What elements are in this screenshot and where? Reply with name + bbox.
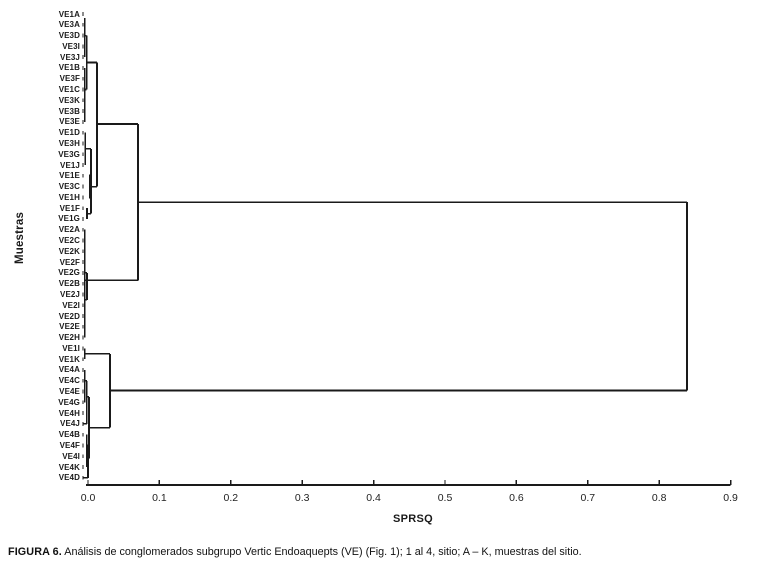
x-tick-label: 0.1 [152, 492, 167, 504]
leaf-label: VE3I [62, 41, 80, 51]
leaf-label: VE4K [58, 462, 80, 472]
leaf-label: VE1A [58, 9, 80, 19]
caption-text: Análisis de conglomerados subgrupo Verti… [61, 546, 582, 558]
leaf-label: VE4G [58, 397, 80, 407]
leaf-label: VE4J [60, 419, 80, 429]
leaf-label: VE1H [58, 192, 80, 202]
leaf-label: VE1B [58, 63, 80, 73]
x-tick-label: 0.0 [80, 492, 96, 504]
dendrogram-plot [82, 12, 732, 486]
leaf-label: VE4H [58, 408, 80, 418]
leaf-label: VE1K [58, 354, 80, 364]
leaf-label: VE2J [60, 289, 80, 299]
leaf-label: VE3B [58, 106, 80, 116]
leaf-label: VE4C [58, 376, 80, 386]
leaf-label: VE2B [58, 279, 80, 289]
leaf-label: VE2I [62, 300, 80, 310]
leaf-label: VE1D [58, 128, 80, 138]
leaf-label: VE1I [62, 343, 80, 353]
leaf-label: VE2H [58, 333, 80, 343]
x-tick-label: 0.3 [294, 492, 310, 504]
leaf-label: VE4D [58, 473, 80, 483]
leaf-label: VE4A [58, 365, 80, 375]
leaf-label: VE2K [58, 246, 80, 256]
leaf-label: VE2E [59, 322, 80, 332]
x-tick-label: 0.2 [223, 492, 239, 504]
leaf-label: VE3J [60, 52, 80, 62]
leaf-label: VE3F [59, 74, 80, 84]
leaf-label: VE3E [59, 117, 80, 127]
leaf-label: VE2C [58, 236, 80, 246]
leaf-label: VE3A [58, 20, 80, 30]
leaf-label: VE1G [58, 214, 80, 224]
x-tick-label: 0.8 [651, 492, 667, 504]
x-tick-label: 0.6 [509, 492, 524, 504]
leaf-label: VE3H [58, 138, 80, 148]
x-axis-title: SPRSQ [392, 513, 433, 525]
x-tick-label: 0.7 [580, 492, 596, 504]
leaf-label: VE1J [60, 160, 80, 170]
caption-label: FIGURA 6. [8, 546, 62, 558]
leaf-label: VE2F [59, 257, 80, 267]
x-tick-label: 0.9 [723, 492, 738, 504]
leaf-label: VE2G [58, 268, 80, 278]
leaf-label: VE3C [58, 182, 80, 192]
leaf-label: VE4F [59, 440, 80, 450]
leaf-label: VE3G [58, 149, 80, 159]
leaf-label: VE3K [58, 95, 80, 105]
x-tick-label: 0.4 [366, 492, 381, 504]
figure-caption: FIGURA 6. Análisis de conglomerados subg… [8, 546, 758, 558]
leaf-label: VE4B [58, 430, 80, 440]
leaf-label: VE4I [62, 451, 80, 461]
leaf-label: VE4E [59, 387, 80, 397]
leaf-label: VE1F [59, 203, 80, 213]
x-tick-label: 0.5 [437, 492, 453, 504]
leaf-label-column: VE1A VE3A VE3D VE3I VE3J VE1B VE3F VE1C VE3K VE3B… [0, 0, 80, 500]
leaf-label: VE2A [58, 225, 80, 235]
leaf-label: VE2D [58, 311, 80, 321]
leaf-label: VE3D [58, 31, 80, 41]
leaf-label: VE1E [59, 171, 80, 181]
leaf-label: VE1C [58, 85, 80, 94]
